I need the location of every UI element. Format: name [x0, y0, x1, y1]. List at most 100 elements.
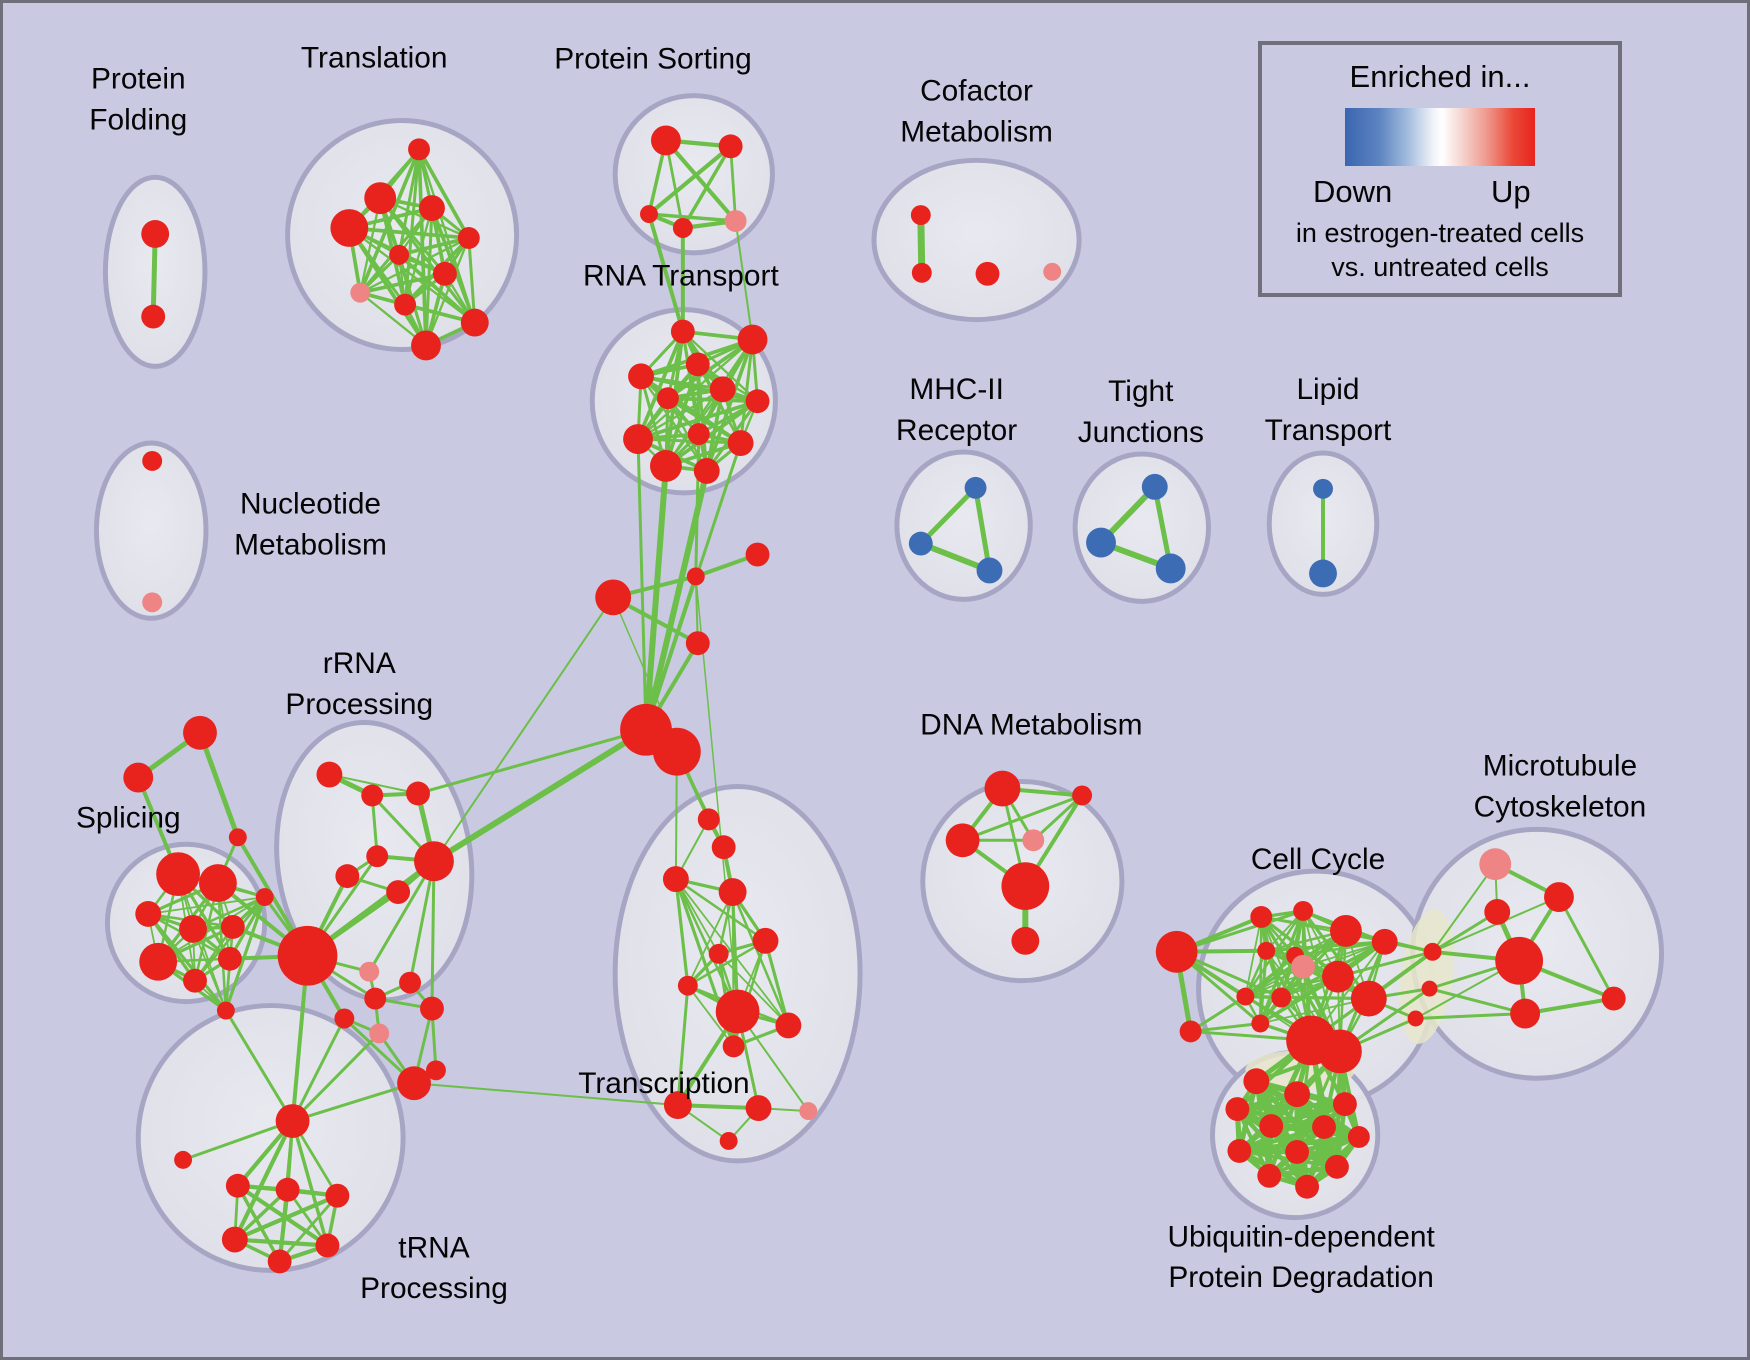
node-r12[interactable] [693, 457, 720, 484]
node-d1[interactable] [984, 770, 1021, 807]
node-p6[interactable] [139, 942, 178, 981]
node-r8[interactable] [623, 424, 653, 455]
node-tj3[interactable] [1155, 553, 1186, 584]
node-p5[interactable] [220, 914, 245, 939]
node-m3[interactable] [1484, 899, 1511, 925]
node-e5[interactable] [1257, 941, 1276, 960]
node-e9[interactable] [1350, 980, 1387, 1017]
node-d6[interactable] [1011, 926, 1040, 955]
node-x11[interactable] [663, 1091, 692, 1120]
node-b5[interactable] [1259, 1114, 1284, 1138]
node-b4[interactable] [1225, 1097, 1250, 1122]
node-x7[interactable] [677, 975, 698, 996]
node-x9[interactable] [775, 1012, 802, 1039]
node-e11[interactable] [1271, 987, 1292, 1008]
node-k1[interactable] [1423, 942, 1442, 961]
node-u2[interactable] [225, 1173, 250, 1198]
node-t5[interactable] [457, 227, 480, 249]
node-b1[interactable] [1243, 1068, 1270, 1095]
node-r1[interactable] [670, 319, 695, 344]
node-d4[interactable] [1022, 829, 1045, 852]
node-s2[interactable] [718, 134, 743, 159]
node-r4[interactable] [685, 352, 710, 377]
node-s4[interactable] [672, 218, 693, 238]
node-c4[interactable] [1043, 262, 1062, 281]
node-x10[interactable] [722, 1035, 745, 1058]
node-p2[interactable] [198, 864, 237, 903]
node-u1[interactable] [275, 1104, 310, 1138]
node-t2[interactable] [364, 182, 397, 215]
node-g7[interactable] [386, 880, 411, 905]
node-h2[interactable] [652, 727, 701, 776]
node-b7[interactable] [1347, 1126, 1370, 1148]
node-t10[interactable] [460, 308, 489, 337]
node-q2[interactable] [123, 762, 154, 793]
node-g11[interactable] [364, 987, 387, 1010]
node-t8[interactable] [350, 282, 371, 303]
node-x2[interactable] [711, 835, 736, 860]
node-m5[interactable] [1510, 998, 1541, 1029]
node-g15[interactable] [425, 1060, 446, 1081]
node-x5[interactable] [752, 927, 779, 954]
node-p7[interactable] [183, 968, 207, 993]
node-b8[interactable] [1227, 1138, 1252, 1163]
node-g5[interactable] [335, 864, 360, 889]
node-x4[interactable] [718, 878, 747, 906]
node-tj2[interactable] [1086, 527, 1116, 558]
node-d2[interactable] [1072, 785, 1093, 806]
node-r5[interactable] [709, 376, 736, 403]
node-b9[interactable] [1285, 1139, 1310, 1164]
node-t11[interactable] [411, 330, 441, 361]
node-t6[interactable] [389, 244, 410, 265]
node-p9[interactable] [255, 888, 274, 906]
node-e3[interactable] [1329, 914, 1362, 947]
node-e12[interactable] [1251, 1014, 1270, 1033]
node-b6[interactable] [1312, 1115, 1336, 1139]
node-r3[interactable] [628, 363, 654, 390]
node-u0[interactable] [174, 1150, 193, 1169]
node-e7[interactable] [1291, 954, 1316, 979]
node-r6[interactable] [656, 387, 679, 410]
node-e8[interactable] [1322, 960, 1354, 993]
node-p3[interactable] [135, 901, 162, 927]
node-c2[interactable] [911, 262, 932, 283]
node-k2[interactable] [1421, 980, 1438, 997]
node-x12[interactable] [745, 1095, 772, 1122]
node-b10[interactable] [1257, 1163, 1282, 1188]
node-g3[interactable] [406, 781, 430, 806]
node-nc[interactable] [685, 631, 710, 656]
node-r10[interactable] [727, 430, 754, 456]
node-s5[interactable] [724, 210, 747, 232]
node-g16[interactable] [397, 1066, 431, 1101]
node-c1[interactable] [910, 205, 931, 226]
node-e2[interactable] [1293, 901, 1314, 921]
node-k3[interactable] [1407, 1010, 1424, 1027]
node-nm1[interactable] [142, 451, 163, 471]
node-g4[interactable] [366, 845, 389, 868]
node-u7[interactable] [267, 1249, 292, 1274]
node-x3[interactable] [662, 866, 689, 893]
node-r9[interactable] [687, 423, 710, 446]
node-p10[interactable] [216, 1001, 235, 1020]
node-x6[interactable] [708, 943, 729, 964]
node-e0[interactable] [1155, 930, 1198, 973]
node-x1[interactable] [697, 808, 720, 831]
node-d5[interactable] [1001, 862, 1050, 910]
node-s3[interactable] [640, 205, 658, 224]
node-t9[interactable] [394, 293, 417, 316]
node-r11[interactable] [649, 450, 682, 482]
node-b2[interactable] [1284, 1081, 1311, 1108]
node-b11[interactable] [1325, 1154, 1349, 1179]
node-u5[interactable] [221, 1226, 248, 1253]
node-u6[interactable] [315, 1233, 340, 1258]
node-p1[interactable] [156, 852, 200, 897]
node-g2[interactable] [361, 784, 384, 807]
node-e4[interactable] [1371, 928, 1398, 955]
node-s1[interactable] [650, 125, 681, 156]
node-g6[interactable] [414, 841, 454, 882]
node-pf1[interactable] [141, 220, 170, 248]
node-x8[interactable] [715, 989, 760, 1034]
node-e14[interactable] [1318, 1029, 1362, 1074]
node-c3[interactable] [975, 261, 1000, 286]
node-d3[interactable] [945, 823, 980, 858]
